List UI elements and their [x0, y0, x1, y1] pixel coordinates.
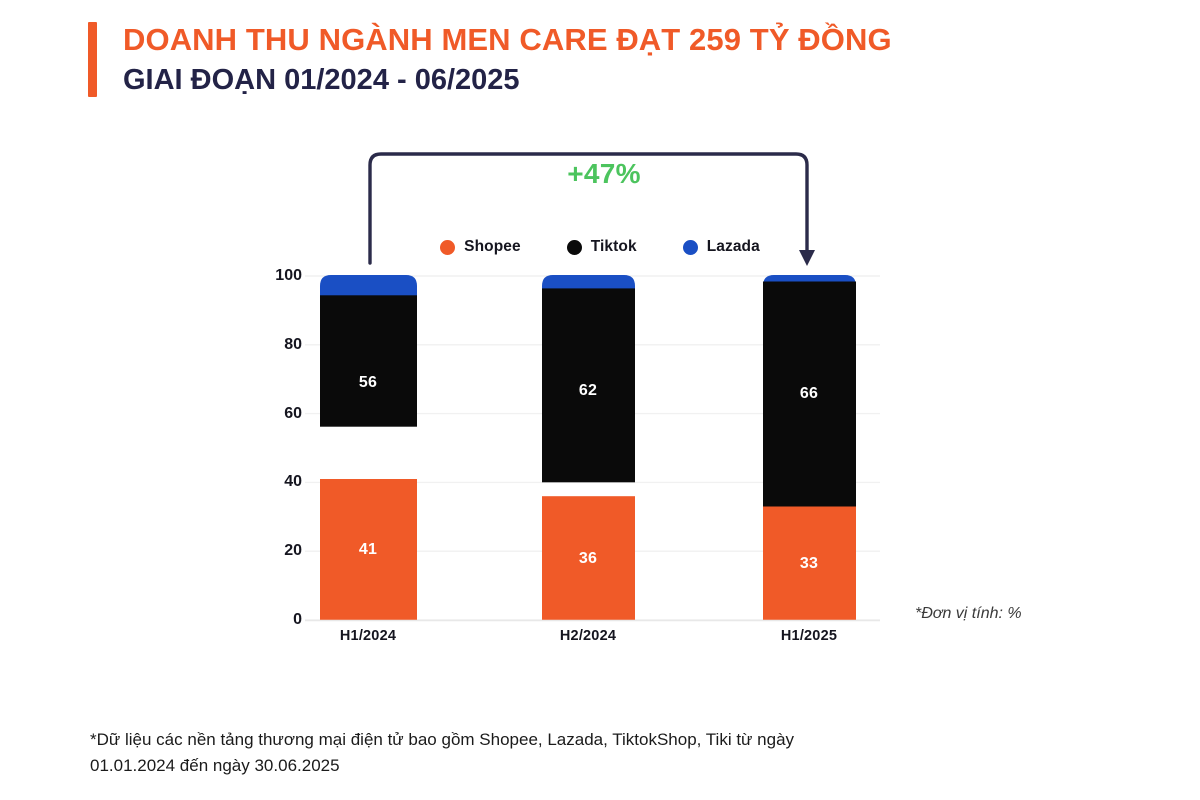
y-axis: 0 20 40 60 80 100	[232, 0, 302, 800]
legend-dot-shopee-icon	[440, 239, 456, 255]
gridlines	[305, 275, 880, 621]
y-axis-tick-20: 20	[284, 542, 302, 560]
footnote-line-2: 01.01.2024 đến ngày 30.06.2025	[90, 756, 340, 776]
y-axis-tick-100: 100	[275, 267, 302, 284]
bar-label-tiktok-h1-2025: 66	[799, 385, 819, 402]
header-accent-bar	[88, 22, 97, 97]
y-axis-tick-0: 0	[293, 611, 302, 628]
bar-label-shopee-h1-2025: 33	[799, 555, 819, 572]
page-header: DOANH THU NGÀNH MEN CARE ĐẠT 259 TỶ ĐỒNG…	[88, 22, 892, 97]
bar-segment-lazada	[542, 275, 635, 293]
legend-label-shopee: Shopee	[464, 238, 521, 255]
x-axis-label-h2-2024: H2/2024	[559, 628, 617, 644]
legend-label-lazada: Lazada	[706, 238, 760, 255]
legend-item-tiktok[interactable]: Tiktok	[566, 238, 637, 256]
legend-dot-tiktok-icon	[566, 239, 582, 255]
page-subtitle: GIAI ĐOẠN 01/2024 - 06/2025	[123, 63, 520, 96]
header-text-block: DOANH THU NGÀNH MEN CARE ĐẠT 259 TỶ ĐỒNG…	[123, 22, 892, 97]
unit-note: *Đơn vị tính: %	[915, 605, 1022, 622]
chart-legend: Shopee Tiktok Lazada	[0, 238, 1200, 256]
x-axis-label-h1-2024: H1/2024	[339, 628, 397, 644]
footnote-line-1: *Dữ liệu các nền tảng thương mại điện tử…	[90, 730, 795, 749]
bar-group-h1-2024	[320, 275, 417, 620]
y-axis-tick-40: 40	[284, 473, 302, 491]
bar-segment-lazada	[320, 275, 417, 296]
bar-label-tiktok-h1-2024: 56	[358, 374, 378, 391]
y-axis-tick-80: 80	[284, 335, 302, 353]
x-axis-label-h1-2025: H1/2025	[780, 628, 838, 644]
bar-segment-lazada	[763, 275, 856, 290]
legend-item-shopee[interactable]: Shopee	[440, 238, 521, 256]
bar-label-shopee-h2-2024: 36	[578, 550, 598, 567]
growth-percentage-label: +47%	[567, 158, 641, 189]
legend-label-tiktok: Tiktok	[590, 238, 637, 255]
legend-dot-lazada-icon	[682, 239, 698, 255]
bar-label-shopee-h1-2024: 41	[358, 541, 378, 558]
legend-item-lazada[interactable]: Lazada	[682, 238, 760, 256]
bar-label-tiktok-h2-2024: 62	[578, 382, 598, 399]
bar-group-h2-2024	[542, 275, 635, 620]
footnote: *Dữ liệu các nền tảng thương mại điện tử…	[90, 727, 970, 780]
y-axis-tick-60: 60	[284, 404, 302, 422]
bar-segment-tiktok	[320, 295, 417, 427]
growth-callout: +47%	[0, 158, 1200, 190]
page-title: DOANH THU NGÀNH MEN CARE ĐẠT 259 TỶ ĐỒNG	[123, 22, 892, 57]
